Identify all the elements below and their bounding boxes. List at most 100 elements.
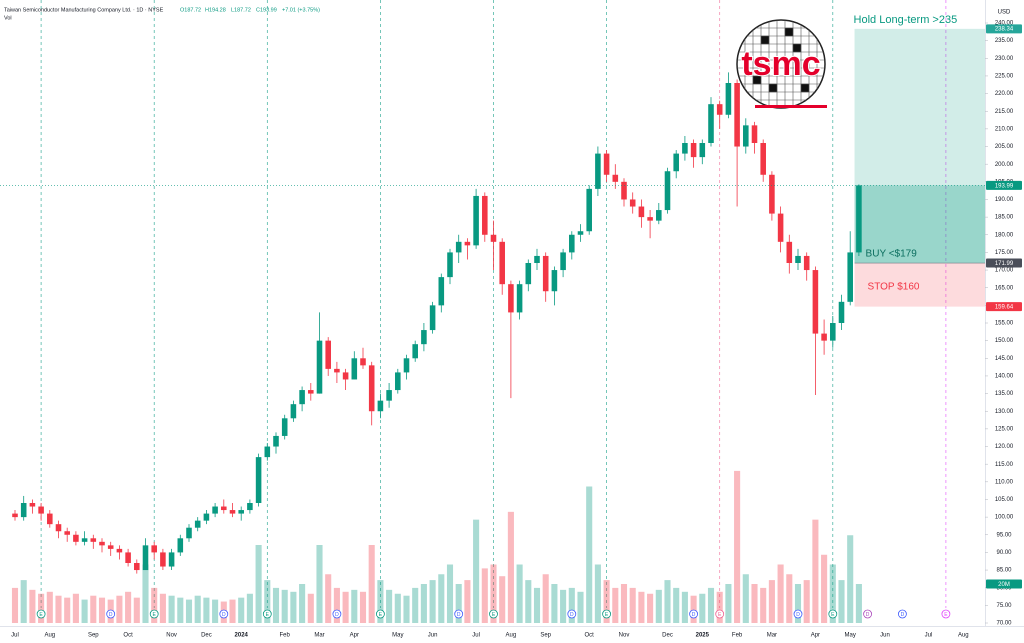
volume-bar <box>525 580 532 623</box>
y-tick-label: 175.00 <box>995 250 1014 256</box>
candle-body <box>482 195 488 235</box>
candle-body <box>107 545 114 549</box>
last-price-tag-bg <box>986 180 1022 190</box>
profit-zone <box>854 28 985 264</box>
candle-body <box>134 563 140 571</box>
event-marker <box>689 609 698 619</box>
x-tick-label: Aug <box>44 633 55 639</box>
candle-body <box>160 552 166 567</box>
volume-bar <box>725 584 732 623</box>
candle-body <box>673 153 679 172</box>
event-label: D <box>692 612 696 618</box>
candle-body <box>194 520 201 528</box>
event-label: D <box>866 612 870 618</box>
stop-tag: 159.64 <box>995 305 1014 311</box>
candle-body <box>264 446 271 458</box>
x-tick-label: Jul <box>925 633 933 639</box>
x-tick-label: Mar <box>314 633 324 639</box>
y-tick-label: 75.00 <box>996 603 1012 609</box>
volume-bar <box>290 591 297 623</box>
event-marker <box>828 609 838 619</box>
candle-body <box>551 270 558 292</box>
candle-body <box>586 188 592 232</box>
entry-tag: 171.99 <box>995 261 1014 267</box>
volume-bar <box>394 593 401 623</box>
candle-body <box>116 548 123 553</box>
y-tick-label: 170.00 <box>995 268 1014 274</box>
candle-body <box>151 545 157 553</box>
candle-body <box>769 174 775 214</box>
x-tick-label: 2024 <box>235 633 249 639</box>
volume-bar <box>734 470 741 623</box>
volume-bar <box>229 599 236 623</box>
x-tick-label: Jun <box>880 633 890 639</box>
volume-bar <box>46 591 53 623</box>
volume-bar <box>568 587 575 623</box>
event-label: D <box>796 612 800 618</box>
candle-body <box>560 252 566 271</box>
candle-body <box>186 527 192 539</box>
event-label: D <box>109 612 113 618</box>
candle-body <box>368 365 375 412</box>
y-tick-label: 180.00 <box>995 232 1014 238</box>
volume-bar <box>847 535 854 623</box>
volume-bar <box>55 595 62 623</box>
candle-body <box>542 255 549 292</box>
last-price-tag: 193.99 <box>995 183 1014 189</box>
candle-body <box>743 125 749 147</box>
y-tick-label: 235.00 <box>995 38 1014 44</box>
candle-body <box>612 174 619 182</box>
y-tick-label: 230.00 <box>995 56 1014 62</box>
ohlc-close: C193.99 <box>256 7 277 13</box>
volume-bar <box>560 589 567 623</box>
y-tick-label: 105.00 <box>995 497 1014 503</box>
candle-body <box>795 255 801 263</box>
candle-body <box>708 104 714 143</box>
candle-body <box>629 199 636 207</box>
candle-body <box>656 210 662 221</box>
candle-body <box>751 125 758 143</box>
candle-body <box>177 538 184 553</box>
event-label: D <box>570 612 574 618</box>
x-tick-label: Dec <box>662 633 673 639</box>
candle-body <box>455 241 462 253</box>
price-tags: 238.34 193.99 171.99 159.64 20M <box>986 24 1022 589</box>
candle-body <box>299 390 305 405</box>
y-tick-label: 100.00 <box>995 515 1014 521</box>
event-marker <box>793 609 803 619</box>
x-tick-label: Feb <box>280 633 291 639</box>
y-tick-label: 155.00 <box>995 321 1014 327</box>
event-label: E <box>944 612 948 618</box>
y-tick-label: 200.00 <box>995 162 1014 168</box>
volume-bar <box>803 580 810 623</box>
ohlc-low: L187.72 <box>231 7 251 13</box>
candle-body <box>803 255 810 271</box>
volume-bar <box>647 593 654 623</box>
x-tick-label: Aug <box>958 633 969 639</box>
volume-bar <box>151 587 158 623</box>
event-marker <box>941 609 951 619</box>
event-label: E <box>379 612 383 618</box>
candle-body <box>247 503 253 511</box>
event-label: E <box>153 612 157 618</box>
volume-bar <box>264 580 271 623</box>
candle-body <box>603 153 610 175</box>
candle-body <box>716 104 723 115</box>
candle-body <box>125 552 131 563</box>
candle-body <box>308 390 314 394</box>
x-tick-label: 2025 <box>696 633 710 639</box>
candle-body <box>29 503 36 507</box>
y-tick-label: 130.00 <box>995 409 1014 415</box>
candle-body <box>690 143 697 158</box>
candle-body <box>90 538 97 542</box>
volume-bar <box>742 574 749 623</box>
candle-body <box>47 513 53 525</box>
symbol-title: Taiwan Semiconductor Manufacturing Compa… <box>4 7 164 13</box>
event-marker <box>375 609 385 619</box>
x-tick-label: Jul <box>472 633 480 639</box>
y-tick-label: 115.00 <box>995 462 1014 468</box>
volume-bar <box>629 587 636 623</box>
volume-bar <box>403 595 410 623</box>
x-tick-label: Nov <box>166 633 177 639</box>
volume-bar <box>638 591 645 623</box>
